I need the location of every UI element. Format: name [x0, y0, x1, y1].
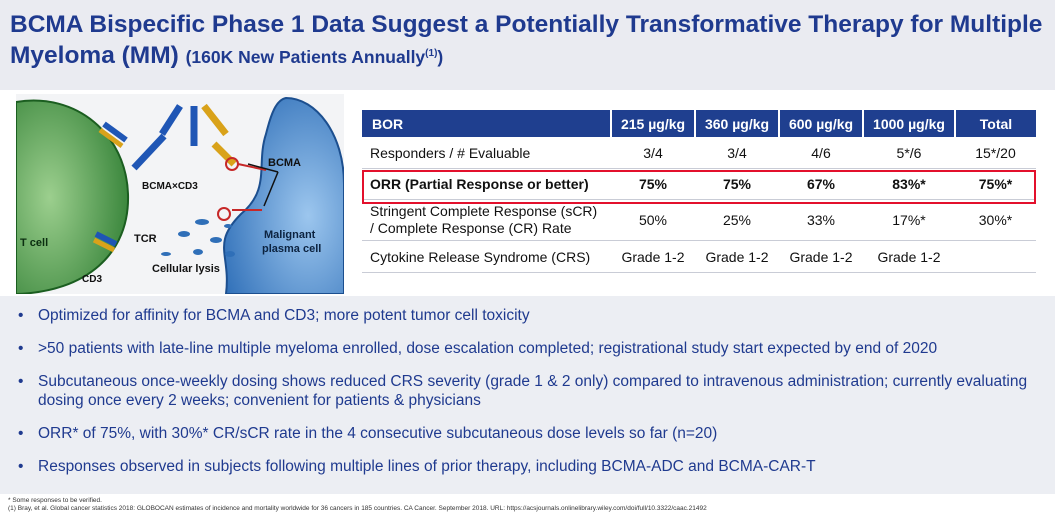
table-cell: Grade 1-2	[695, 240, 779, 273]
table-cell: 50%	[611, 199, 695, 241]
cellular-lysis-label: Cellular lysis	[152, 263, 220, 275]
column-header: 1000 µg/kg	[863, 110, 956, 137]
table-cell: 33%	[779, 199, 863, 241]
title-text: BCMA Bispecific Phase 1 Data Suggest a P…	[10, 11, 1043, 69]
cd3-label: CD3	[82, 274, 102, 285]
footnote-reference: (1) Bray, et al. Global cancer statistic…	[8, 505, 707, 512]
plasma-cell-shape	[223, 96, 345, 295]
column-header: 600 µg/kg	[779, 110, 864, 137]
table-cell: Stringent Complete Response (sCR) / Compl…	[362, 199, 611, 241]
table-cell: 30%*	[955, 199, 1036, 241]
table-cell: 67%	[779, 168, 863, 200]
table-cell: Responders / # Evaluable	[362, 137, 611, 169]
list-item: Subcutaneous once-weekly dosing shows re…	[18, 372, 1038, 410]
table-cell: 83%*	[863, 168, 955, 200]
results-table-container: BOR 215 µg/kg 360 µg/kg 600 µg/kg 1000 µ…	[362, 110, 1036, 273]
table-row: Cytokine Release Syndrome (CRS) Grade 1-…	[362, 240, 1036, 273]
table-cell: ORR (Partial Response or better)	[362, 168, 611, 200]
subtitle-close: )	[437, 46, 444, 67]
table-cell: Cytokine Release Syndrome (CRS)	[362, 240, 611, 273]
key-points-list: Optimized for affinity for BCMA and CD3;…	[18, 306, 1038, 490]
footnote-ref: (1)	[425, 48, 438, 59]
bcma-label: BCMA	[268, 157, 301, 169]
table-cell: Grade 1-2	[611, 240, 695, 273]
table-cell	[955, 240, 1036, 273]
list-item: >50 patients with late-line multiple mye…	[18, 339, 1038, 358]
tcr-receptor-icon	[92, 121, 128, 253]
list-item: ORR* of 75%, with 30%* CR/sCR rate in th…	[18, 424, 1038, 443]
mechanism-svg: T cell BCMA×CD3 BCMA TCR CD3 Cellular ly…	[15, 94, 345, 296]
t-cell-label: T cell	[20, 237, 48, 249]
column-header: Total	[955, 110, 1036, 137]
results-table: BOR 215 µg/kg 360 µg/kg 600 µg/kg 1000 µ…	[362, 110, 1036, 273]
table-cell: 5*/6	[863, 137, 955, 169]
table-header-row: BOR 215 µg/kg 360 µg/kg 600 µg/kg 1000 µ…	[362, 110, 1036, 137]
table-cell: 25%	[695, 199, 779, 241]
table-cell: 3/4	[611, 137, 695, 169]
title-banner: BCMA Bispecific Phase 1 Data Suggest a P…	[0, 0, 1055, 90]
column-header: BOR	[362, 110, 612, 137]
table-row-orr: ORR (Partial Response or better) 75% 75%…	[362, 168, 1036, 200]
table-cell: 3/4	[695, 137, 779, 169]
cell-line: Stringent Complete Response (sCR)	[370, 203, 598, 219]
table-cell: 75%*	[955, 168, 1036, 200]
table-cell: 17%*	[863, 199, 955, 241]
table-cell: 75%	[611, 168, 695, 200]
footnote-verified: * Some responses to be verified.	[8, 497, 102, 504]
bcma-pointer-arrows	[247, 163, 279, 207]
table-cell: Grade 1-2	[863, 240, 955, 273]
tcr-label: TCR	[134, 233, 157, 245]
list-item: Responses observed in subjects following…	[18, 457, 1038, 476]
bispecific-antibody-icon	[131, 103, 237, 171]
malignant-label-line1: Malignant	[264, 229, 316, 241]
bcma-receptor-icon	[217, 157, 267, 221]
table-cell: 4/6	[779, 137, 863, 169]
column-header: 215 µg/kg	[611, 110, 696, 137]
table-cell: Grade 1-2	[779, 240, 863, 273]
title-subtitle: (160K New Patients Annually(1))	[186, 47, 444, 67]
mechanism-diagram: T cell BCMA×CD3 BCMA TCR CD3 Cellular ly…	[15, 94, 345, 296]
table-cell: 15*/20	[955, 137, 1036, 169]
table-row: Stringent Complete Response (sCR) / Compl…	[362, 199, 1036, 241]
column-header: 360 µg/kg	[695, 110, 780, 137]
footnotes: * Some responses to be verified. (1) Bra…	[8, 497, 707, 513]
lysis-fragments-icon	[161, 219, 235, 257]
list-item: Optimized for affinity for BCMA and CD3;…	[18, 306, 1038, 325]
table-cell: 75%	[695, 168, 779, 200]
table-row: Responders / # Evaluable 3/4 3/4 4/6 5*/…	[362, 137, 1036, 169]
subtitle-text: (160K New Patients Annually	[185, 46, 426, 67]
malignant-label-line2: plasma cell	[262, 243, 321, 255]
cell-line: / Complete Response (CR) Rate	[370, 220, 572, 236]
bcma-cd3-label: BCMA×CD3	[142, 181, 198, 192]
page-title: BCMA Bispecific Phase 1 Data Suggest a P…	[10, 10, 1050, 72]
